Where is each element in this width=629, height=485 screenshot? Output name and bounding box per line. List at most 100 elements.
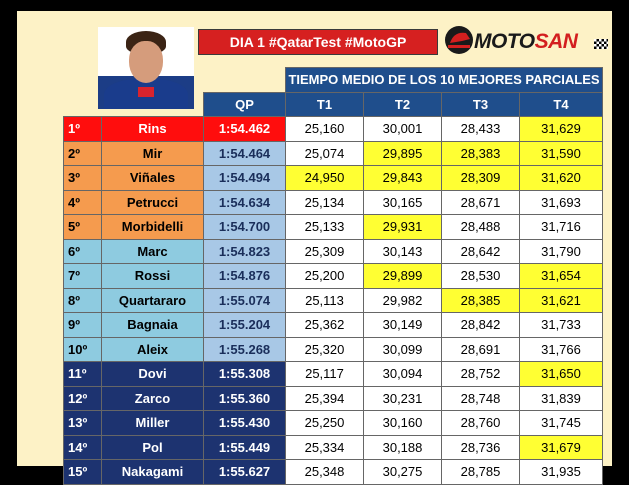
- qp-time-cell: 1:54.823: [203, 238, 286, 264]
- rider-name-cell: Viñales: [101, 165, 204, 191]
- sector-t3-cell: 28,842: [441, 312, 520, 338]
- checkered-flag-icon: [594, 39, 608, 49]
- sector-t2-cell: 30,231: [363, 385, 442, 411]
- qp-time-cell: 1:55.074: [203, 287, 286, 313]
- header-t2: T2: [363, 91, 442, 117]
- sector-t3-cell: 28,433: [441, 116, 520, 142]
- brand-name: MOTOSAN: [474, 30, 578, 54]
- position-cell: 6º: [63, 238, 102, 264]
- sector-t4-cell: 31,790: [519, 238, 603, 264]
- table-row: 4º Petrucci 1:54.634 25,134 30,165 28,671 31,6…: [63, 189, 603, 215]
- header-t3: T3: [441, 91, 520, 117]
- sector-t2-cell: 30,165: [363, 189, 442, 215]
- table-row: 15º Nakagami 1:55.627 25,348 30,275 28,785 31,…: [63, 459, 603, 485]
- sector-t4-cell: 31,839: [519, 385, 603, 411]
- header-merged: TIEMPO MEDIO DE LOS 10 MEJORES PARCIALES: [285, 67, 603, 93]
- position-cell: 5º: [63, 214, 102, 240]
- sector-t4-cell: 31,693: [519, 189, 603, 215]
- sector-t3-cell: 28,691: [441, 336, 520, 362]
- sector-t1-cell: 25,074: [285, 140, 364, 166]
- sector-t4-cell: 31,650: [519, 361, 603, 387]
- motorcycle-helmet-icon: [445, 26, 473, 54]
- sector-t1-cell: 25,320: [285, 336, 364, 362]
- header-spacer: [64, 68, 286, 93]
- rider-name-cell: Rossi: [101, 263, 204, 289]
- sector-t1-cell: 25,250: [285, 410, 364, 436]
- rider-name-cell: Quartararo: [101, 287, 204, 313]
- table-row: 8º Quartararo 1:55.074 25,113 29,982 28,385 31…: [63, 287, 603, 313]
- sector-t4-cell: 31,745: [519, 410, 603, 436]
- position-cell: 14º: [63, 434, 102, 460]
- sector-t4-cell: 31,716: [519, 214, 603, 240]
- table-row: 2º Mir 1:54.464 25,074 29,895 28,383 31,590: [63, 140, 603, 166]
- qp-time-cell: 1:54.634: [203, 189, 286, 215]
- qp-time-cell: 1:55.204: [203, 312, 286, 338]
- header-spacer-2: [64, 92, 204, 117]
- header-row: QP T1 T2 T3 T4: [64, 91, 603, 117]
- qp-time-cell: 1:54.494: [203, 165, 286, 191]
- rider-name-cell: Miller: [101, 410, 204, 436]
- header-row-top: TIEMPO MEDIO DE LOS 10 MEJORES PARCIALES: [64, 67, 603, 93]
- rider-name-cell: Petrucci: [101, 189, 204, 215]
- sector-t2-cell: 30,149: [363, 312, 442, 338]
- sector-t4-cell: 31,590: [519, 140, 603, 166]
- table-row: 10º Aleix 1:55.268 25,320 30,099 28,691 31,766: [63, 336, 603, 362]
- rider-name-cell: Mir: [101, 140, 204, 166]
- qp-time-cell: 1:55.449: [203, 434, 286, 460]
- rider-name-cell: Zarco: [101, 385, 204, 411]
- sector-t4-cell: 31,679: [519, 434, 603, 460]
- table-row: 1º Rins 1:54.462 25,160 30,001 28,433 31,629: [63, 116, 603, 142]
- sector-t2-cell: 30,275: [363, 459, 442, 485]
- position-cell: 4º: [63, 189, 102, 215]
- qp-time-cell: 1:55.430: [203, 410, 286, 436]
- table-row: 5º Morbidelli 1:54.700 25,133 29,931 28,488 31…: [63, 214, 603, 240]
- sector-t1-cell: 25,113: [285, 287, 364, 313]
- qp-time-cell: 1:54.462: [203, 116, 286, 142]
- sector-t3-cell: 28,385: [441, 287, 520, 313]
- table-row: 7º Rossi 1:54.876 25,200 29,899 28,530 31,654: [63, 263, 603, 289]
- table-row: 12º Zarco 1:55.360 25,394 30,231 28,748 31,839: [63, 385, 603, 411]
- sector-t3-cell: 28,760: [441, 410, 520, 436]
- sector-t2-cell: 30,094: [363, 361, 442, 387]
- rider-name-cell: Marc: [101, 238, 204, 264]
- sector-t3-cell: 28,488: [441, 214, 520, 240]
- rider-photo: [98, 27, 194, 109]
- table-row: 11º Dovi 1:55.308 25,117 30,094 28,752 31,650: [63, 361, 603, 387]
- sector-t3-cell: 28,383: [441, 140, 520, 166]
- position-cell: 3º: [63, 165, 102, 191]
- sector-t2-cell: 30,188: [363, 434, 442, 460]
- rider-name-cell: Nakagami: [101, 459, 204, 485]
- sector-t4-cell: 31,733: [519, 312, 603, 338]
- sector-t1-cell: 25,348: [285, 459, 364, 485]
- sector-t3-cell: 28,530: [441, 263, 520, 289]
- qp-time-cell: 1:55.360: [203, 385, 286, 411]
- rider-name-cell: Bagnaia: [101, 312, 204, 338]
- header-qp: QP: [203, 91, 286, 117]
- sector-t2-cell: 29,982: [363, 287, 442, 313]
- brand-name-main: MOTO: [474, 30, 535, 53]
- sector-t4-cell: 31,620: [519, 165, 603, 191]
- table-row: 9º Bagnaia 1:55.204 25,362 30,149 28,842 31,73…: [63, 312, 603, 338]
- sector-t2-cell: 30,160: [363, 410, 442, 436]
- sector-t1-cell: 25,117: [285, 361, 364, 387]
- qp-time-cell: 1:55.627: [203, 459, 286, 485]
- table-row: 3º Viñales 1:54.494 24,950 29,843 28,309 31,62…: [63, 165, 603, 191]
- sector-t2-cell: 30,143: [363, 238, 442, 264]
- position-cell: 10º: [63, 336, 102, 362]
- sector-t4-cell: 31,654: [519, 263, 603, 289]
- brand-name-accent: SAN: [534, 30, 578, 53]
- sector-t4-cell: 31,621: [519, 287, 603, 313]
- position-cell: 12º: [63, 385, 102, 411]
- sector-t1-cell: 24,950: [285, 165, 364, 191]
- sector-t3-cell: 28,748: [441, 385, 520, 411]
- sector-t1-cell: 25,133: [285, 214, 364, 240]
- page-title: DIA 1 #QatarTest #MotoGP: [198, 29, 438, 55]
- sector-t1-cell: 25,309: [285, 238, 364, 264]
- sector-t1-cell: 25,160: [285, 116, 364, 142]
- lap-times-table: TIEMPO MEDIO DE LOS 10 MEJORES PARCIALES…: [63, 67, 603, 485]
- rider-name-cell: Dovi: [101, 361, 204, 387]
- position-cell: 13º: [63, 410, 102, 436]
- motosan-logo: MOTOSAN: [442, 23, 610, 59]
- suit-logo: [138, 87, 154, 97]
- sector-t2-cell: 30,099: [363, 336, 442, 362]
